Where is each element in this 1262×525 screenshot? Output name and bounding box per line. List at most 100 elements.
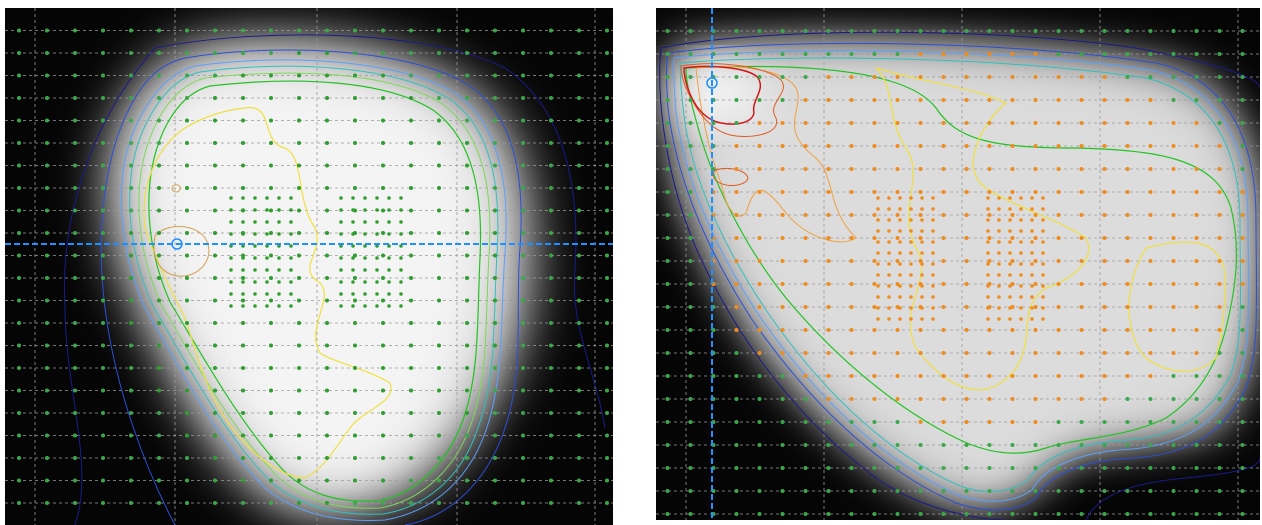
dose-point — [213, 321, 217, 325]
dose-point — [1171, 328, 1176, 332]
dose-point — [73, 433, 77, 438]
dose-point — [409, 141, 413, 145]
dose-point — [241, 256, 245, 260]
dose-point — [1240, 489, 1245, 493]
dose-point — [325, 501, 329, 505]
dose-point — [325, 186, 329, 190]
dose-point — [1125, 305, 1130, 309]
dose-point — [577, 478, 581, 483]
dose-point — [577, 433, 581, 438]
dose-point — [918, 213, 923, 217]
dose-point — [1102, 512, 1107, 516]
isodose-contour-2 — [666, 42, 1258, 511]
dose-point — [213, 208, 217, 213]
dose-point — [241, 478, 245, 483]
dose-point — [1033, 374, 1038, 378]
dose-point — [1008, 229, 1012, 233]
dose-point — [931, 196, 935, 200]
dose-point — [45, 433, 49, 438]
dose-point — [157, 478, 161, 483]
dose-point — [297, 118, 301, 123]
dose-point — [409, 298, 413, 303]
dose-point — [1033, 397, 1038, 401]
dose-point — [521, 73, 525, 78]
dose-point — [688, 397, 693, 401]
dose-point — [157, 433, 161, 438]
dose-point — [241, 343, 245, 348]
dose-point — [665, 420, 670, 424]
dose-point — [1019, 284, 1023, 288]
crosshair-marker-icon[interactable] — [171, 238, 183, 250]
dose-point — [229, 292, 233, 296]
dose-point — [780, 29, 785, 33]
dose-point — [1030, 218, 1034, 222]
crosshair-marker-icon[interactable] — [706, 77, 718, 89]
dose-point — [185, 411, 189, 415]
dose-point — [918, 259, 923, 263]
dose-point — [1171, 305, 1176, 309]
dose-point — [780, 167, 785, 171]
dose-point — [409, 253, 413, 258]
dose-point — [920, 229, 924, 233]
dose-point — [157, 163, 161, 168]
dose-point — [363, 256, 367, 260]
dose-point — [941, 236, 946, 240]
dose-point — [895, 236, 900, 240]
dose-point — [1033, 489, 1038, 493]
dose-point — [353, 456, 357, 460]
dose-point — [521, 478, 525, 483]
dose-point — [1010, 397, 1015, 401]
dose-point — [987, 213, 992, 217]
dose-point — [665, 167, 670, 171]
dose-point — [1148, 466, 1153, 470]
dose-point — [1194, 397, 1199, 401]
dose-point — [493, 366, 497, 370]
dose-point — [931, 306, 935, 310]
dose-point — [277, 244, 281, 248]
dose-point — [1019, 273, 1023, 277]
dose-point — [363, 292, 367, 296]
dose-point — [185, 276, 189, 280]
dose-point — [1010, 213, 1015, 217]
isodose-contour-6 — [875, 67, 1226, 391]
dose-point — [1079, 282, 1084, 286]
dose-point — [757, 466, 762, 470]
dose-point — [409, 433, 413, 438]
hot-spot — [671, 63, 761, 123]
dose-point — [465, 343, 469, 348]
dose-point — [964, 305, 969, 309]
dose-point — [1079, 190, 1084, 194]
dose-point — [605, 343, 609, 348]
dose-point — [895, 282, 900, 286]
dose-point — [269, 231, 273, 235]
dose-point — [351, 220, 355, 224]
dose-point — [1240, 52, 1245, 56]
dose-point — [241, 28, 245, 33]
dose-point — [577, 321, 581, 325]
dose-point — [101, 501, 105, 505]
dose-point — [1056, 121, 1061, 125]
dose-point — [734, 512, 739, 516]
dose-point — [185, 456, 189, 460]
dose-point — [129, 163, 133, 168]
dose-point — [964, 121, 969, 125]
dose-point — [1171, 397, 1176, 401]
dose-point — [895, 213, 900, 217]
dose-point — [45, 276, 49, 280]
dose-point — [465, 388, 469, 393]
dose-point — [1056, 236, 1061, 240]
dose-point — [437, 321, 441, 325]
dose-point — [409, 51, 413, 55]
dose-point — [73, 276, 77, 280]
dose-point — [780, 75, 785, 79]
dose-point — [101, 253, 105, 258]
dose-point — [780, 466, 785, 470]
dose-point — [325, 343, 329, 348]
dose-point — [1033, 213, 1038, 217]
dose-point — [493, 478, 497, 483]
dose-point — [213, 388, 217, 393]
dose-point — [129, 118, 133, 123]
dose-point — [780, 420, 785, 424]
dose-point — [465, 28, 469, 33]
dose-point — [101, 163, 105, 168]
